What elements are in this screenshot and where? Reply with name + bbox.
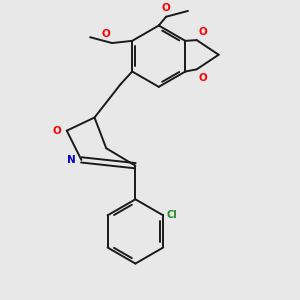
Text: O: O — [102, 29, 111, 39]
Text: O: O — [198, 73, 207, 83]
Text: O: O — [53, 126, 62, 136]
Text: O: O — [162, 3, 170, 13]
Text: N: N — [68, 155, 76, 165]
Text: O: O — [198, 27, 207, 37]
Text: Cl: Cl — [167, 210, 178, 220]
